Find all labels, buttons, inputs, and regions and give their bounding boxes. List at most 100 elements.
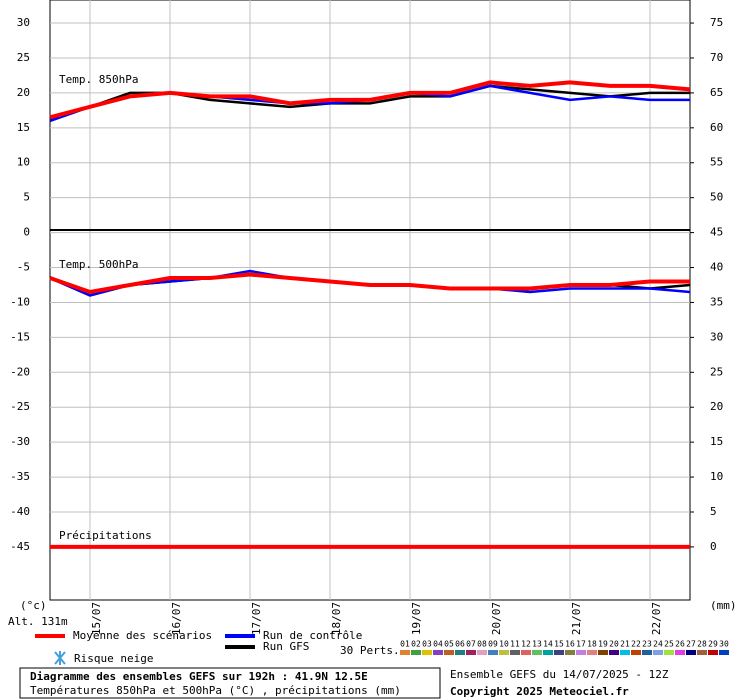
pert-label: 15: [554, 640, 564, 649]
snow-label: Risque neige: [74, 652, 153, 665]
y2-tick-label: 30: [710, 330, 723, 343]
pert-swatch: [686, 650, 696, 655]
pert-swatch: [422, 650, 432, 655]
pert-swatch: [609, 650, 619, 655]
pert-label: 18: [587, 640, 597, 649]
pert-swatch: [510, 650, 520, 655]
y-tick-label: 0: [23, 226, 30, 239]
y-tick-label: 5: [23, 191, 30, 204]
y-tick-label: -35: [10, 470, 30, 483]
y-tick-label: -15: [10, 330, 30, 343]
pert-label: 02: [411, 640, 421, 649]
pert-swatch: [642, 650, 652, 655]
pert-swatch: [543, 650, 553, 655]
pert-swatch: [708, 650, 718, 655]
pert-swatch: [565, 650, 575, 655]
pert-swatch: [631, 650, 641, 655]
y2-tick-label: 15: [710, 435, 723, 448]
pert-label: 04: [433, 640, 443, 649]
y2-tick-label: 55: [710, 156, 723, 169]
perts-label: 30 Perts.: [340, 644, 400, 657]
pert-label: 07: [466, 640, 476, 649]
y-tick-label: 20: [17, 86, 30, 99]
pert-label: 25: [664, 640, 674, 649]
y-tick-label: -45: [10, 540, 30, 553]
pert-label: 10: [499, 640, 509, 649]
pert-swatch: [521, 650, 531, 655]
pert-swatch: [598, 650, 608, 655]
pert-label: 28: [697, 640, 707, 649]
pert-label: 11: [510, 640, 520, 649]
y2-tick-label: 40: [710, 261, 723, 274]
pert-swatch: [433, 650, 443, 655]
y2-axis-label: (mm): [710, 599, 737, 612]
pert-swatch: [499, 650, 509, 655]
y2-tick-label: 75: [710, 16, 723, 29]
chart-subtitle: Températures 850hPa et 500hPa (°C) , pré…: [30, 684, 401, 697]
y2-tick-label: 45: [710, 226, 723, 239]
x-tick-label: 22/07: [650, 602, 663, 635]
legend-label: Run de contrôle: [263, 629, 362, 642]
pert-label: 27: [686, 640, 696, 649]
y-tick-label: -20: [10, 365, 30, 378]
y-axis-label: (°c): [20, 599, 47, 612]
title-box: [19, 667, 441, 699]
copyright: Copyright 2025 Meteociel.fr: [450, 685, 629, 698]
x-tick-label: 18/07: [330, 602, 343, 635]
y-tick-label: 10: [17, 156, 30, 169]
pert-label: 29: [708, 640, 718, 649]
pert-label: 22: [631, 640, 641, 649]
panel-label: Précipitations: [59, 529, 152, 542]
pert-label: 23: [642, 640, 652, 649]
y2-tick-label: 20: [710, 400, 723, 413]
y2-tick-label: 35: [710, 295, 723, 308]
y2-tick-label: 5: [710, 505, 717, 518]
pert-label: 12: [521, 640, 531, 649]
x-tick-label: 20/07: [490, 602, 503, 635]
x-tick-label: 21/07: [570, 602, 583, 635]
pert-label: 01: [400, 640, 410, 649]
series-line: [49, 80, 691, 120]
pert-label: 14: [543, 640, 553, 649]
y-tick-label: 30: [17, 16, 30, 29]
snow-icon: [54, 651, 66, 665]
x-tick-label: 17/07: [250, 602, 263, 635]
pert-swatch: [444, 650, 454, 655]
run-info: Ensemble GEFS du 14/07/2025 - 12Z: [450, 668, 669, 681]
y2-tick-label: 65: [710, 86, 723, 99]
pert-label: 09: [488, 640, 498, 649]
y-tick-label: -5: [17, 261, 30, 274]
panel-label: Temp. 500hPa: [59, 258, 138, 271]
y2-tick-label: 60: [710, 121, 723, 134]
pert-swatch: [554, 650, 564, 655]
pert-swatch: [400, 650, 410, 655]
pert-label: 17: [576, 640, 586, 649]
pert-swatch: [576, 650, 586, 655]
pert-label: 26: [675, 640, 685, 649]
legend-label: Run GFS: [263, 640, 309, 653]
pert-swatch: [587, 650, 597, 655]
y-tick-label: 25: [17, 51, 30, 64]
pert-label: 08: [477, 640, 487, 649]
pert-swatch: [697, 650, 707, 655]
y-tick-label: 15: [17, 121, 30, 134]
y-tick-label: -25: [10, 400, 30, 413]
pert-label: 24: [653, 640, 663, 649]
y-tick-label: -10: [10, 295, 30, 308]
y-tick-label: -30: [10, 435, 30, 448]
panel-label: Temp. 850hPa: [59, 73, 138, 86]
pert-swatch: [653, 650, 663, 655]
pert-label: 16: [565, 640, 575, 649]
pert-label: 21: [620, 640, 630, 649]
y2-tick-label: 70: [710, 51, 723, 64]
y-tick-label: -40: [10, 505, 30, 518]
y2-tick-label: 0: [710, 540, 717, 553]
pert-swatch: [488, 650, 498, 655]
pert-swatch: [411, 650, 421, 655]
altitude: Alt. 131m: [8, 615, 68, 628]
y2-tick-label: 25: [710, 365, 723, 378]
y2-tick-label: 50: [710, 191, 723, 204]
pert-label: 20: [609, 640, 619, 649]
pert-swatch: [664, 650, 674, 655]
